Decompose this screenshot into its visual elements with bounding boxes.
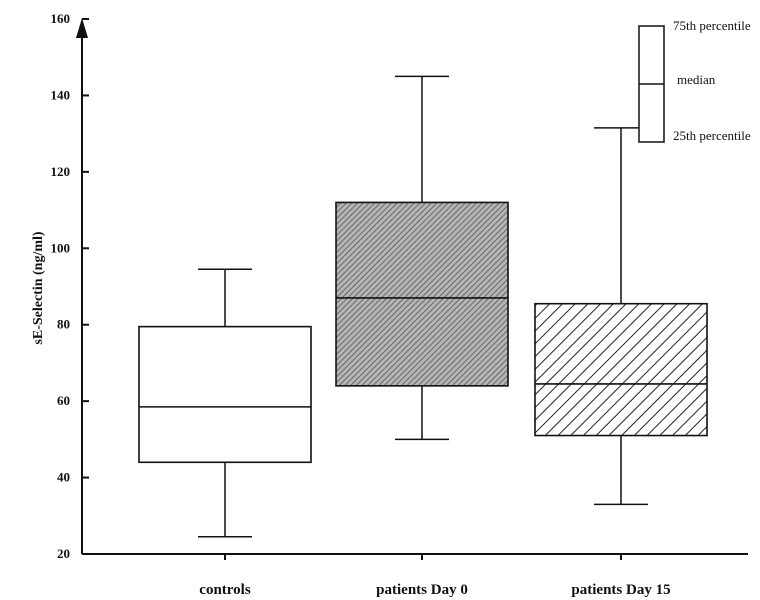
category-label: controls [199,582,251,598]
iqr-box [138,325,312,464]
y-tick-label: 120 [51,164,71,179]
y-tick-label: 160 [51,11,71,26]
legend-label-75th: 75th percentile [673,18,751,33]
y-tick-label: 60 [57,393,70,408]
y-tick-label: 20 [57,546,70,561]
box-1 [335,75,509,441]
boxes [138,75,708,538]
y-axis-arrow [76,18,88,38]
legend-label-median: median [677,72,716,87]
axes [76,18,748,555]
category-label: patients Day 15 [571,582,670,598]
x-ticks: controls patients Day 0 patients Day 15 [199,554,671,598]
y-tick-label: 140 [51,87,71,102]
iqr-box [534,302,708,437]
category-label: patients Day 0 [376,582,468,598]
iqr-box [335,201,509,387]
y-axis-title: sE-Selectin (ng/ml) [31,231,46,344]
y-tick-label: 100 [51,240,71,255]
y-tick-label: 40 [57,470,70,485]
box-0 [138,268,312,538]
y-tick-label: 80 [57,317,70,332]
y-ticks: 20 40 60 80 100 120 140 160 [51,11,89,561]
box-2 [534,127,708,506]
legend-label-25th: 25th percentile [673,128,751,143]
legend: 75th percentile median 25th percentile [638,18,751,143]
